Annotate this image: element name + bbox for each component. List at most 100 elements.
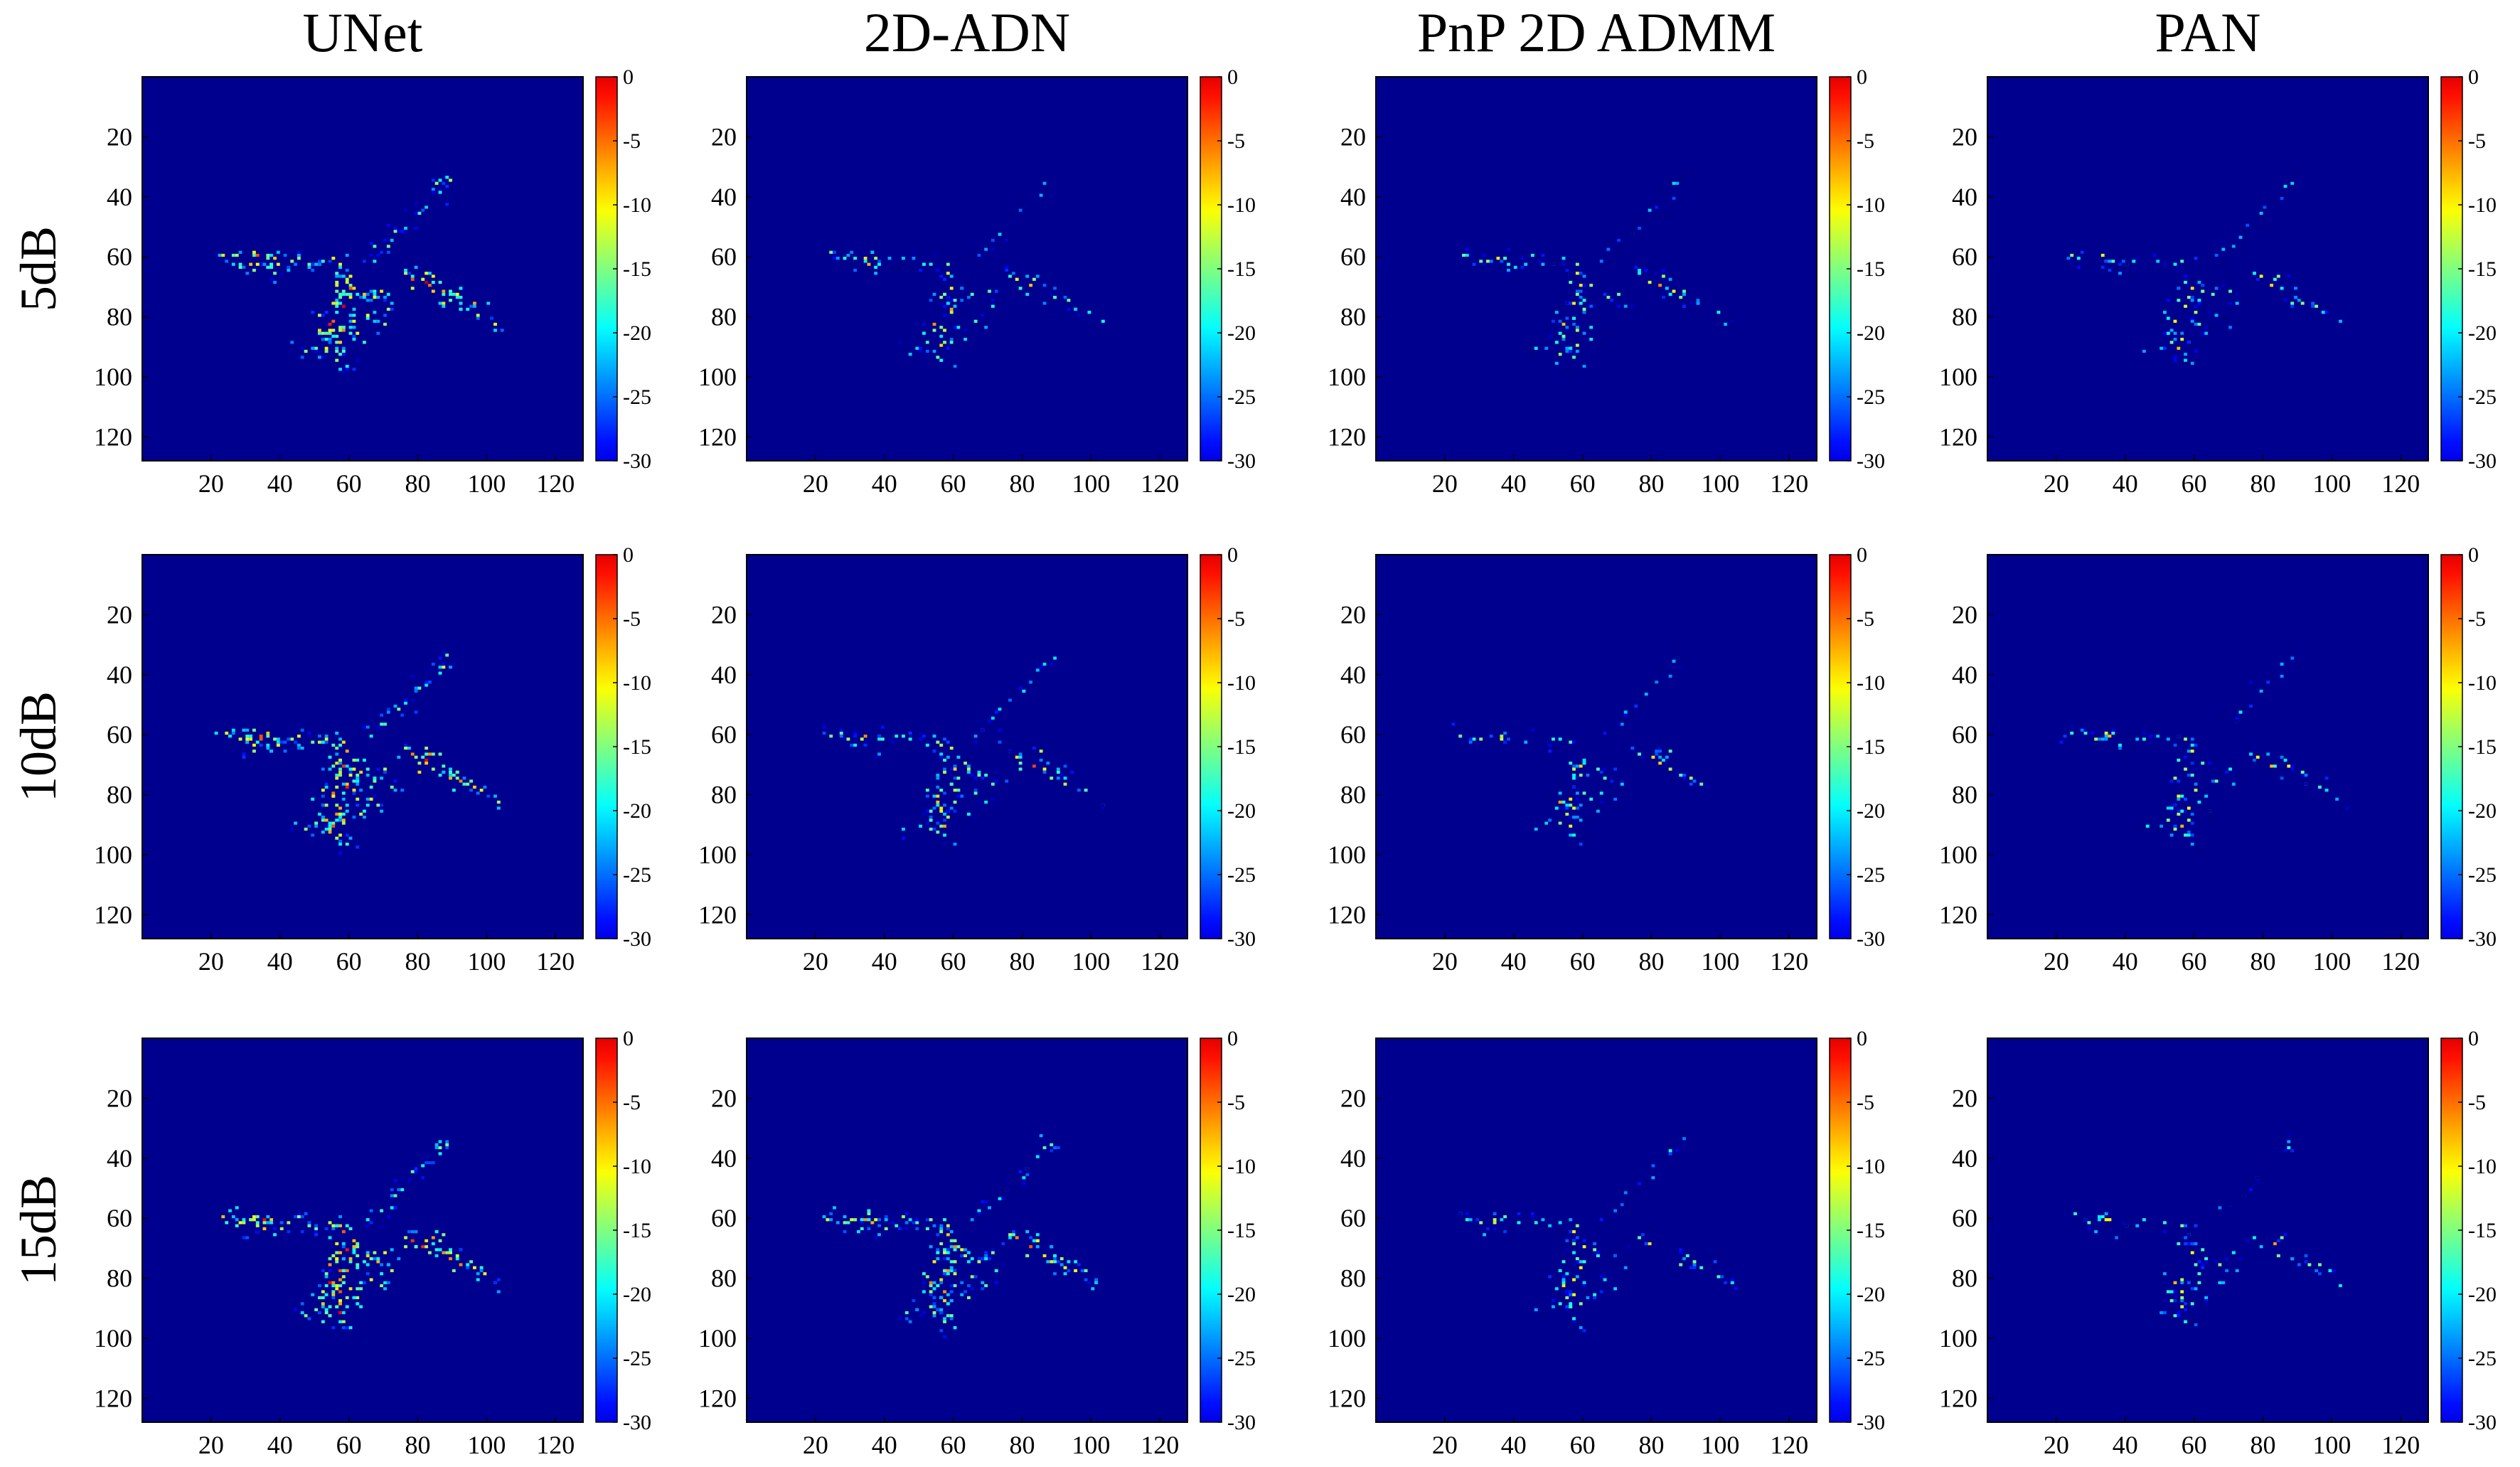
heatmap-pixel [970, 292, 974, 297]
heatmap-pixel [245, 272, 250, 275]
heatmap-background [747, 1038, 1187, 1422]
heatmap-pixel [2294, 173, 2297, 176]
heatmap-pixel [1596, 326, 1600, 329]
heatmap-pixel [383, 767, 387, 771]
heatmap-pixel [352, 1296, 356, 1300]
heatmap-pixel [376, 767, 380, 771]
heatmap-pixel [853, 1218, 858, 1222]
heatmap-pixel [2238, 233, 2243, 236]
heatmap-pixel [1620, 1188, 1624, 1192]
x-tick-label: 40 [267, 1431, 293, 1459]
heatmap-pixel [297, 735, 301, 738]
heatmap-pixel [352, 307, 356, 311]
heatmap-pixel [1018, 767, 1023, 771]
heatmap-pixel [1465, 247, 1469, 251]
heatmap-pixel [2318, 314, 2322, 317]
heatmap-pixel [1630, 1257, 1635, 1261]
heatmap-pixel [953, 767, 957, 771]
heatmap-pixel [1018, 196, 1023, 201]
x-tick-label: 40 [872, 1431, 897, 1459]
heatmap-pixel [981, 1281, 985, 1284]
heatmap-pixel [1042, 284, 1047, 287]
heatmap-pixel [2294, 287, 2297, 290]
heatmap-pixel [2184, 353, 2187, 356]
heatmap-pixel [2304, 774, 2308, 777]
heatmap-pixel [2173, 1230, 2177, 1234]
heatmap-pixel [1548, 1275, 1552, 1279]
heatmap-pixel [1582, 365, 1586, 368]
heatmap-pixel [1569, 280, 1573, 284]
heatmap-pixel [1579, 731, 1583, 735]
heatmap-pixel [1569, 731, 1573, 735]
heatmap-pixel [2118, 262, 2122, 266]
heatmap-pixel [884, 1215, 888, 1219]
colorbar-tick-label: -10 [1857, 1155, 1885, 1178]
heatmap-pixel [1596, 1251, 1600, 1254]
heatmap-pixel [1617, 304, 1621, 308]
heatmap-pixel [2197, 1254, 2201, 1258]
heatmap-pixel [393, 789, 397, 792]
heatmap-pixel [373, 296, 377, 299]
heatmap-pixel [860, 1227, 864, 1231]
x-tick-label: 20 [2044, 947, 2069, 976]
heatmap-pixel [1032, 1239, 1036, 1242]
axes-frame [142, 1037, 584, 1423]
heatmap-pixel [1572, 1266, 1576, 1269]
heatmap-pixel [455, 770, 459, 774]
heatmap-pixel [297, 743, 301, 747]
heatmap-pixel [338, 368, 342, 371]
heatmap-pixel [1053, 1146, 1057, 1150]
heatmap-pixel [431, 752, 435, 756]
heatmap-pixel [1623, 1266, 1628, 1269]
y-tick-label: 80 [711, 781, 737, 809]
heatmap-pixel [1558, 353, 1562, 356]
heatmap-pixel [939, 755, 944, 759]
heatmap-pixel [1655, 683, 1659, 687]
heatmap-pixel [953, 836, 957, 840]
heatmap-pixel [1582, 316, 1586, 320]
heatmap-pixel [438, 1146, 442, 1150]
heatmap-pixel [452, 774, 456, 777]
heatmap-pixel [946, 1257, 950, 1261]
heatmap-pixel [1544, 346, 1549, 350]
heatmap-pixel [904, 1317, 909, 1321]
heatmap-pixel [235, 1206, 239, 1210]
heatmap-pixel [2125, 262, 2129, 266]
heatmap-pixel [2187, 1233, 2191, 1237]
heatmap-pixel [363, 809, 366, 813]
heatmap-pixel [269, 277, 274, 281]
heatmap-pixel [963, 1221, 968, 1225]
x-tick-label: 120 [536, 1431, 575, 1459]
heatmap-pixel [2194, 349, 2198, 353]
heatmap-pixel [949, 1290, 954, 1293]
heatmap-pixel [459, 1248, 463, 1252]
x-tick-label: 20 [2044, 469, 2069, 498]
heatmap-pixel [414, 1230, 418, 1234]
heatmap-pixel [932, 292, 936, 297]
heatmap-pixel [1582, 1245, 1586, 1249]
heatmap-pixel [2080, 250, 2084, 254]
heatmap-pixel [356, 1287, 360, 1291]
heatmap-pixel [2270, 674, 2274, 678]
heatmap-pixel [338, 341, 342, 344]
heatmap-pixel [2163, 1299, 2167, 1303]
column-title-3: PAN [2155, 1, 2261, 63]
heatmap-pixel [943, 304, 946, 308]
heatmap-pixel [1579, 789, 1583, 792]
heatmap-pixel [956, 789, 961, 792]
heatmap-pixel [2169, 1290, 2174, 1293]
axes-frame [1375, 1037, 1817, 1423]
heatmap-pixel [1561, 334, 1566, 338]
heatmap-pixel [445, 176, 449, 179]
heatmap-pixel [266, 731, 270, 735]
heatmap-pixel [1465, 728, 1469, 732]
heatmap-pixel [949, 1326, 954, 1330]
heatmap-pixel [380, 1209, 384, 1212]
heatmap-pixel [238, 250, 242, 254]
colorbar-tick-label: -15 [1857, 257, 1885, 281]
heatmap-pixel [380, 725, 384, 729]
heatmap-pixel [2118, 272, 2122, 275]
panel-2-0: 20 40 60 80 100 120204060801001200-5-10-15-20… [1328, 65, 1885, 498]
x-tick-label: 120 [1141, 1431, 1179, 1459]
heatmap-pixel [2197, 322, 2201, 326]
